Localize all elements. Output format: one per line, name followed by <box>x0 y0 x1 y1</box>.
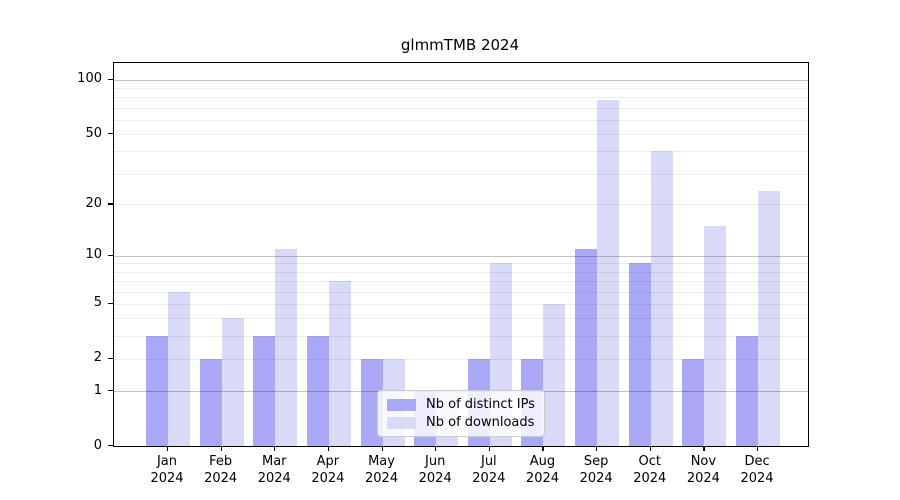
gridline-minor <box>114 107 808 109</box>
legend-label-distinct-ips: Nb of distinct IPs <box>426 396 535 412</box>
gridline-minor <box>114 151 808 153</box>
bar-downloads-2 <box>221 318 244 446</box>
gridline-minor <box>114 303 808 305</box>
y-tick-label: 20 <box>85 195 102 211</box>
bar-ips-11 <box>682 358 705 446</box>
x-tick-label: May 2024 <box>365 454 399 486</box>
gridline-minor <box>114 97 808 99</box>
y-tick-label: 0 <box>93 437 102 453</box>
gridline-minor <box>114 336 808 338</box>
x-tick-mark <box>649 446 651 451</box>
gridline-minor <box>114 281 808 283</box>
gridline-major <box>114 255 808 257</box>
x-tick-mark <box>274 446 276 451</box>
y-tick-label: 5 <box>93 295 102 311</box>
gridline-minor <box>114 88 808 90</box>
bar-downloads-8 <box>543 303 566 446</box>
y-tick-label: 1 <box>93 382 102 398</box>
x-tick-label: Mar 2024 <box>257 454 291 486</box>
gridline-minor <box>114 134 808 136</box>
x-tick-label: Jun 2024 <box>418 454 452 486</box>
bar-ips-10 <box>628 263 651 446</box>
bar-ips-9 <box>575 248 598 446</box>
legend: Nb of distinct IPs Nb of downloads <box>377 390 545 437</box>
x-tick-mark <box>167 446 169 451</box>
y-tick-mark <box>108 445 113 447</box>
y-tick-label: 100 <box>77 71 102 87</box>
x-tick-label: Aug 2024 <box>525 454 560 486</box>
x-tick-mark <box>220 446 222 451</box>
gridline-minor <box>114 291 808 293</box>
bar-downloads-11 <box>704 226 727 446</box>
gridline-major <box>114 79 808 81</box>
x-tick-mark <box>703 446 705 451</box>
y-tick-mark <box>108 133 113 135</box>
legend-item-distinct-ips: Nb of distinct IPs <box>378 396 544 412</box>
x-tick-mark <box>757 446 759 451</box>
x-tick-mark <box>596 446 598 451</box>
x-tick-mark <box>381 446 383 451</box>
x-tick-mark <box>327 446 330 451</box>
chart-title: glmmTMB 2024 <box>400 36 520 54</box>
x-tick-label: Feb 2024 <box>204 454 238 486</box>
gridline-minor <box>114 358 808 360</box>
bar-downloads-10 <box>650 151 673 446</box>
y-tick-mark <box>108 78 113 81</box>
x-tick-label: Nov 2024 <box>686 454 720 486</box>
gridline-minor <box>114 173 808 175</box>
bar-ips-2 <box>199 358 222 446</box>
x-tick-label: Dec 2024 <box>740 454 774 486</box>
legend-item-downloads: Nb of downloads <box>378 414 544 430</box>
y-tick-mark <box>108 390 113 392</box>
y-tick-label: 50 <box>85 125 102 141</box>
legend-swatch-downloads <box>387 416 416 429</box>
gridline-minor <box>114 204 808 206</box>
y-tick-mark <box>108 357 113 360</box>
plot-area <box>113 62 809 447</box>
y-tick-mark <box>108 302 113 305</box>
gridline-minor <box>114 119 808 121</box>
x-tick-label: Oct 2024 <box>633 454 667 486</box>
legend-swatch-distinct-ips <box>387 398 416 411</box>
y-tick-mark <box>108 203 113 205</box>
gridline-minor <box>114 263 808 265</box>
bar-ips-4 <box>306 336 329 446</box>
y-tick-mark <box>108 254 113 256</box>
legend-label-downloads: Nb of downloads <box>426 414 535 430</box>
x-tick-mark <box>435 446 437 451</box>
bar-downloads-4 <box>328 281 351 446</box>
x-tick-label: Jul 2024 <box>472 454 506 486</box>
bar-downloads-3 <box>275 248 298 446</box>
bar-downloads-9 <box>597 100 620 446</box>
x-tick-label: Apr 2024 <box>311 454 345 486</box>
y-tick-label: 2 <box>93 350 102 366</box>
x-tick-mark <box>542 446 544 451</box>
y-tick-label: 10 <box>85 247 102 263</box>
bar-downloads-1 <box>168 291 190 446</box>
bar-ips-12 <box>736 336 759 446</box>
x-tick-mark <box>488 446 491 451</box>
gridline-minor <box>114 271 808 273</box>
bar-downloads-12 <box>758 190 781 446</box>
bar-ips-3 <box>253 336 276 446</box>
x-tick-label: Jan 2024 <box>150 454 184 486</box>
gridline-minor <box>114 318 808 320</box>
bar-ips-1 <box>146 336 168 446</box>
x-tick-label: Sep 2024 <box>579 454 613 486</box>
